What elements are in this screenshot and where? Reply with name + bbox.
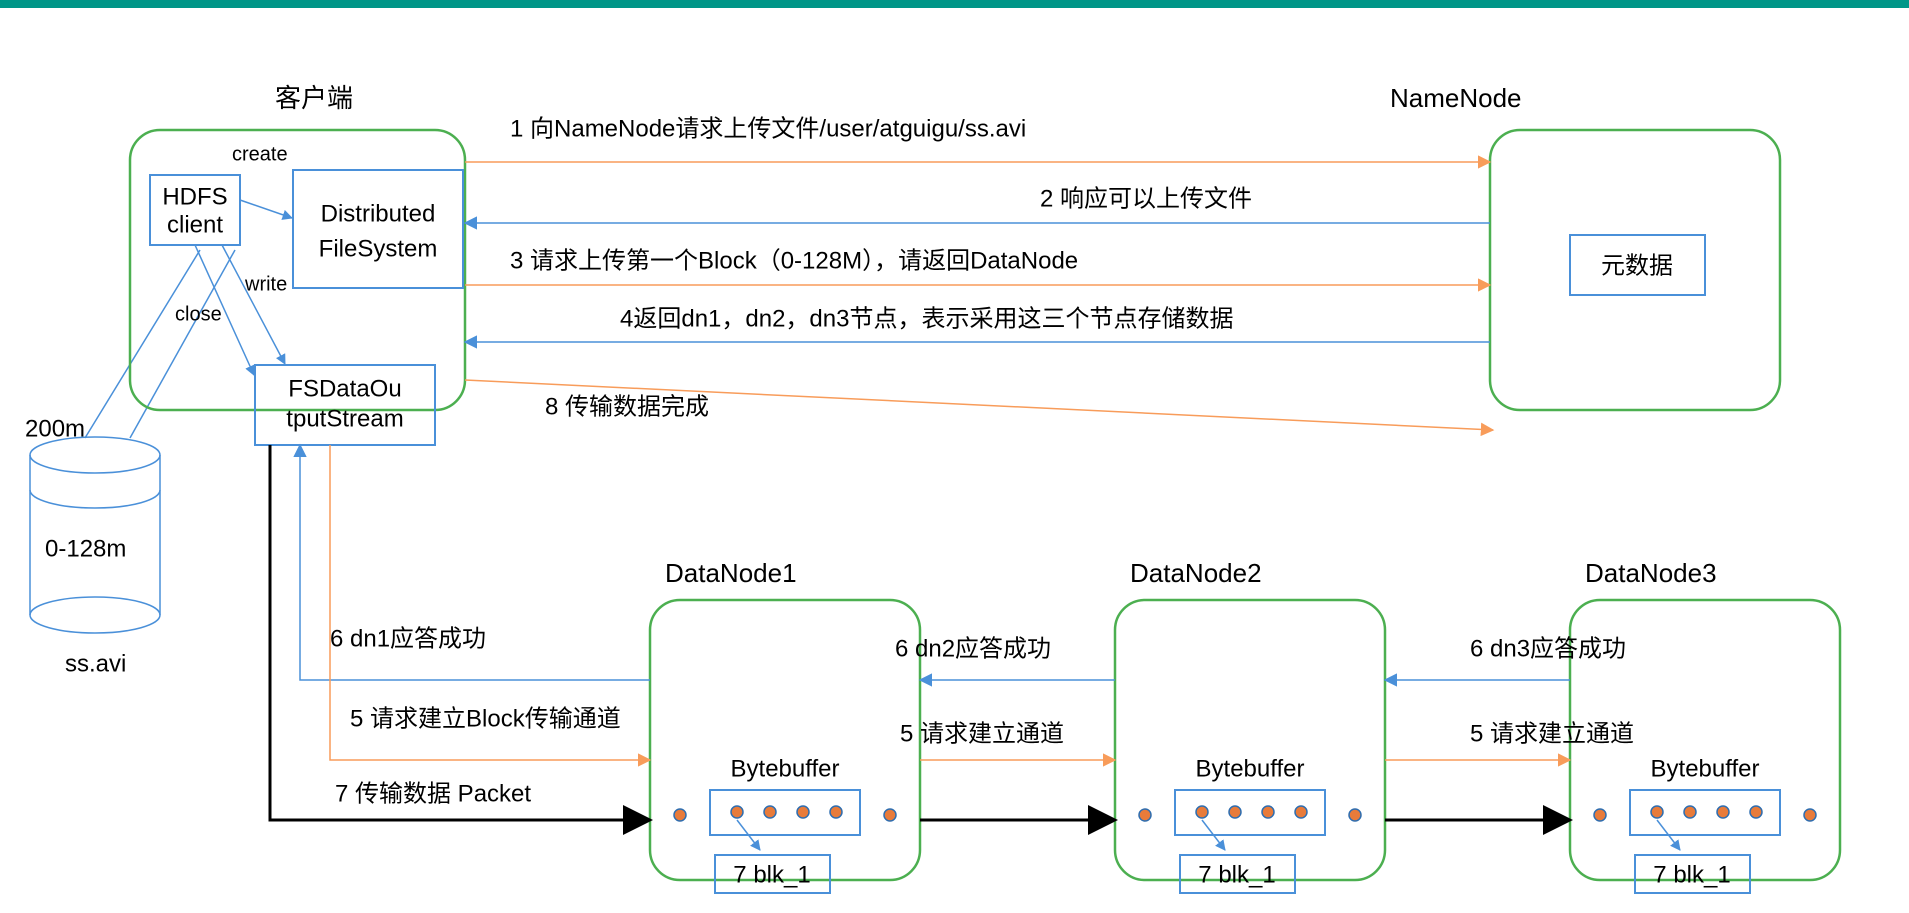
metadata-label: 元数据 xyxy=(1601,252,1673,279)
dn2-title: DataNode2 xyxy=(1130,558,1262,588)
dn3-blk: 7 blk_1 xyxy=(1653,861,1730,888)
storage-cylinder: 200m 0-128m ss.avi xyxy=(25,415,160,677)
dn2-blk: 7 blk_1 xyxy=(1198,861,1275,888)
client-title: 客户端 xyxy=(275,83,353,113)
hdfs-client-l2: client xyxy=(167,211,223,238)
close-label: close xyxy=(175,303,222,325)
edge-5b-text: 5 请求建立通道 xyxy=(900,720,1064,747)
create-label: create xyxy=(232,143,288,165)
dn1-bb: Bytebuffer xyxy=(731,755,840,782)
hdfs-client-l1: HDFS xyxy=(162,183,227,210)
fsdos-l2: tputStream xyxy=(286,405,403,432)
storage-size-label: 200m xyxy=(25,415,85,442)
edge-4-text: 4返回dn1，dn2，dn3节点，表示采用这三个节点存储数据 xyxy=(620,305,1233,332)
dfs-l1: Distributed xyxy=(321,200,436,227)
client-node: 客户端 HDFS client Distributed FileSystem F… xyxy=(130,83,465,445)
dn2-bb: Bytebuffer xyxy=(1196,755,1305,782)
storage-range-label: 0-128m xyxy=(45,535,126,562)
namenode-title: NameNode xyxy=(1390,83,1522,113)
edge-6b-text: 6 dn2应答成功 xyxy=(895,635,1051,662)
fsdos-l1: FSDataOu xyxy=(288,375,401,402)
edge-5a-text: 5 请求建立Block传输通道 xyxy=(350,705,621,732)
storage-file-label: ss.avi xyxy=(65,650,126,677)
edge-3-text: 3 请求上传第一个Block（0-128M），请返回DataNode xyxy=(510,247,1078,274)
edge-5c-text: 5 请求建立通道 xyxy=(1470,720,1634,747)
edge-7-text: 7 传输数据 Packet xyxy=(335,780,531,807)
diagram-canvas: 200m 0-128m ss.avi 客户端 HDFS client Distr… xyxy=(0,0,1909,913)
edge-6a-text: 6 dn1应答成功 xyxy=(330,625,486,652)
dfs-l2: FileSystem xyxy=(319,235,438,262)
write-label: write xyxy=(244,273,287,295)
dn3-bb: Bytebuffer xyxy=(1651,755,1760,782)
dn3-title: DataNode3 xyxy=(1585,558,1717,588)
datanode2: DataNode2 Bytebuffer 7 blk_1 xyxy=(1115,558,1385,893)
top-accent-bar xyxy=(0,0,1909,8)
dn1-title: DataNode1 xyxy=(665,558,797,588)
edge-8-text: 8 传输数据完成 xyxy=(545,393,709,420)
dn1-blk: 7 blk_1 xyxy=(733,861,810,888)
edge-2-text: 2 响应可以上传文件 xyxy=(1040,185,1252,212)
edge-6c-text: 6 dn3应答成功 xyxy=(1470,635,1626,662)
namenode-node: NameNode 元数据 xyxy=(1390,83,1780,410)
edge-1-text: 1 向NameNode请求上传文件/user/atguigu/ss.avi xyxy=(510,115,1026,142)
datanode1: DataNode1 Bytebuffer 7 blk_1 xyxy=(650,558,920,893)
